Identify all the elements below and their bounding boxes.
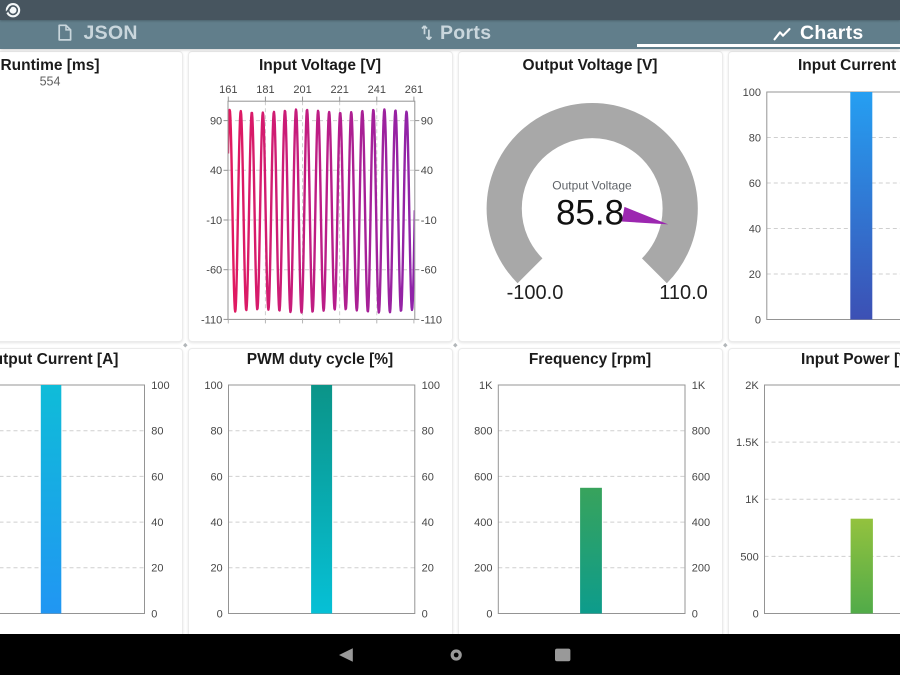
svg-text:600: 600: [692, 471, 710, 483]
svg-text:80: 80: [151, 426, 163, 438]
svg-text:2K: 2K: [745, 380, 759, 392]
svg-text:241: 241: [368, 84, 386, 96]
svg-text:80: 80: [749, 132, 761, 144]
svg-text:100: 100: [422, 380, 440, 392]
svg-text:200: 200: [474, 563, 492, 575]
svg-text:85.8: 85.8: [556, 194, 624, 233]
svg-text:40: 40: [421, 165, 433, 177]
svg-text:110.0: 110.0: [659, 282, 708, 304]
svg-text:100: 100: [743, 87, 761, 99]
svg-text:20: 20: [210, 563, 222, 575]
svg-text:200: 200: [692, 563, 710, 575]
svg-text:20: 20: [422, 563, 434, 575]
svg-text:-110: -110: [201, 314, 222, 326]
svg-text:40: 40: [749, 223, 761, 235]
svg-text:181: 181: [256, 84, 274, 96]
svg-text:0: 0: [753, 608, 759, 620]
svg-text:1K: 1K: [692, 380, 706, 392]
svg-text:-110: -110: [421, 314, 442, 326]
svg-text:90: 90: [210, 116, 222, 128]
svg-text:1K: 1K: [745, 494, 759, 506]
svg-text:Input Current [A]: Input Current [A]: [798, 57, 900, 74]
svg-text:80: 80: [210, 426, 222, 438]
svg-text:20: 20: [151, 563, 163, 575]
svg-text:100: 100: [151, 380, 169, 392]
svg-text:261: 261: [405, 84, 423, 96]
svg-text:-60: -60: [206, 265, 222, 277]
svg-text:-10: -10: [421, 215, 437, 227]
svg-text:100: 100: [204, 380, 222, 392]
svg-text:0: 0: [692, 608, 698, 620]
svg-text:600: 600: [474, 471, 492, 483]
svg-text:0: 0: [755, 314, 761, 326]
svg-text:Input Power [W]: Input Power [W]: [801, 351, 900, 368]
svg-text:20: 20: [749, 269, 761, 281]
svg-text:400: 400: [474, 517, 492, 529]
svg-text:221: 221: [330, 84, 348, 96]
svg-text:40: 40: [422, 517, 434, 529]
svg-text:0: 0: [151, 608, 157, 620]
svg-text:60: 60: [210, 471, 222, 483]
svg-text:60: 60: [749, 178, 761, 190]
svg-text:-100.0: -100.0: [507, 282, 564, 304]
svg-text:Input Voltage [V]: Input Voltage [V]: [259, 57, 381, 74]
svg-text:-60: -60: [421, 265, 437, 277]
svg-text:Output Current [A]: Output Current [A]: [0, 351, 118, 368]
svg-text:60: 60: [422, 471, 434, 483]
svg-text:Output Voltage: Output Voltage: [552, 179, 632, 193]
svg-text:1.5K: 1.5K: [736, 437, 759, 449]
svg-text:Runtime [ms]: Runtime [ms]: [0, 57, 99, 74]
svg-text:90: 90: [421, 116, 433, 128]
svg-text:400: 400: [692, 517, 710, 529]
svg-text:80: 80: [422, 426, 434, 438]
svg-text:40: 40: [210, 517, 222, 529]
svg-text:Frequency [rpm]: Frequency [rpm]: [529, 351, 651, 368]
svg-text:500: 500: [740, 551, 758, 563]
svg-text:0: 0: [422, 608, 428, 620]
svg-text:PWM duty cycle [%]: PWM duty cycle [%]: [247, 351, 393, 368]
svg-text:40: 40: [210, 165, 222, 177]
svg-text:201: 201: [293, 84, 311, 96]
svg-text:0: 0: [217, 608, 223, 620]
svg-text:40: 40: [151, 517, 163, 529]
svg-text:0: 0: [486, 608, 492, 620]
svg-text:161: 161: [219, 84, 237, 96]
svg-text:800: 800: [692, 426, 710, 438]
svg-text:-10: -10: [206, 215, 222, 227]
svg-text:800: 800: [474, 426, 492, 438]
svg-text:1K: 1K: [479, 380, 493, 392]
svg-text:Output Voltage [V]: Output Voltage [V]: [523, 57, 658, 74]
svg-text:60: 60: [151, 471, 163, 483]
svg-text:554: 554: [40, 75, 61, 89]
